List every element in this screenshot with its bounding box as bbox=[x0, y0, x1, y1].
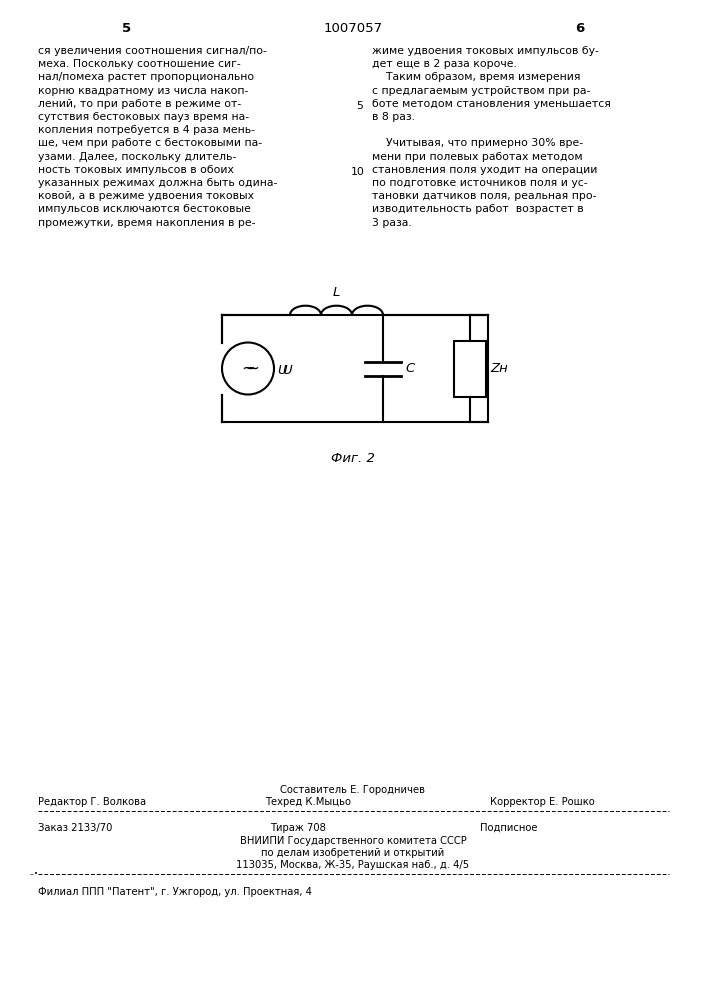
Text: ность токовых импульсов в обоих: ность токовых импульсов в обоих bbox=[38, 165, 234, 175]
Text: Техред К.Мыцьо: Техред К.Мыцьо bbox=[265, 797, 351, 807]
Text: жиме удвоения токовых импульсов бу-: жиме удвоения токовых импульсов бу- bbox=[372, 46, 599, 56]
Text: 10: 10 bbox=[351, 167, 365, 177]
Text: указанных режимах должна быть одина-: указанных режимах должна быть одина- bbox=[38, 178, 277, 188]
Text: Составитель Е. Городничев: Составитель Е. Городничев bbox=[281, 785, 426, 795]
Text: сутствия бестоковых пауз время на-: сутствия бестоковых пауз время на- bbox=[38, 112, 249, 122]
Text: ВНИИПИ Государственного комитета СССР: ВНИИПИ Государственного комитета СССР bbox=[240, 836, 467, 846]
Text: 3 раза.: 3 раза. bbox=[372, 218, 411, 228]
Text: Тираж 708: Тираж 708 bbox=[270, 823, 326, 833]
Text: Филиал ППП "Патент", г. Ужгород, ул. Проектная, 4: Филиал ППП "Патент", г. Ужгород, ул. Про… bbox=[38, 887, 312, 897]
Text: ~: ~ bbox=[241, 360, 255, 377]
Text: по делам изобретений и открытий: по делам изобретений и открытий bbox=[262, 848, 445, 858]
Text: U: U bbox=[282, 364, 292, 377]
Text: становления поля уходит на операции: становления поля уходит на операции bbox=[372, 165, 597, 175]
Text: 6: 6 bbox=[575, 22, 585, 35]
Text: корню квадратному из числа накоп-: корню квадратному из числа накоп- bbox=[38, 86, 248, 96]
Text: меха. Поскольку соотношение сиг-: меха. Поскольку соотношение сиг- bbox=[38, 59, 241, 69]
Text: L: L bbox=[333, 286, 340, 299]
Text: ше, чем при работе с бестоковыми па-: ше, чем при работе с бестоковыми па- bbox=[38, 138, 262, 148]
Bar bbox=[454, 340, 486, 396]
Text: по подготовке источников поля и ус-: по подготовке источников поля и ус- bbox=[372, 178, 588, 188]
Text: узами. Далее, поскольку длитель-: узами. Далее, поскольку длитель- bbox=[38, 152, 236, 162]
Text: --•: --• bbox=[30, 870, 39, 876]
Text: изводительность работ  возрастет в: изводительность работ возрастет в bbox=[372, 204, 583, 214]
Text: с предлагаемым устройством при ра-: с предлагаемым устройством при ра- bbox=[372, 86, 590, 96]
Text: в 8 раз.: в 8 раз. bbox=[372, 112, 415, 122]
Text: импульсов исключаются бестоковые: импульсов исключаются бестоковые bbox=[38, 204, 251, 214]
Text: тановки датчиков поля, реальная про-: тановки датчиков поля, реальная про- bbox=[372, 191, 597, 201]
Text: 1007057: 1007057 bbox=[323, 22, 382, 35]
Text: ~: ~ bbox=[245, 360, 259, 377]
Text: Корректор Е. Рошко: Корректор Е. Рошко bbox=[490, 797, 595, 807]
Text: ся увеличения соотношения сигнал/по-: ся увеличения соотношения сигнал/по- bbox=[38, 46, 267, 56]
Text: C: C bbox=[405, 362, 414, 375]
Text: дет еще в 2 раза короче.: дет еще в 2 раза короче. bbox=[372, 59, 517, 69]
Text: 5: 5 bbox=[122, 22, 132, 35]
Text: Фиг. 2: Фиг. 2 bbox=[331, 452, 375, 465]
Text: промежутки, время накопления в ре-: промежутки, время накопления в ре- bbox=[38, 218, 255, 228]
Text: копления потребуется в 4 раза мень-: копления потребуется в 4 раза мень- bbox=[38, 125, 255, 135]
Text: 5: 5 bbox=[356, 101, 363, 111]
Text: Учитывая, что примерно 30% вре-: Учитывая, что примерно 30% вре- bbox=[372, 138, 583, 148]
Text: 113035, Москва, Ж-35, Раушская наб., д. 4/5: 113035, Москва, Ж-35, Раушская наб., д. … bbox=[236, 860, 469, 870]
Text: Таким образом, время измерения: Таким образом, время измерения bbox=[372, 72, 580, 82]
Text: U: U bbox=[277, 364, 287, 377]
Text: нал/помеха растет пропорционально: нал/помеха растет пропорционально bbox=[38, 72, 254, 82]
Text: Заказ 2133/70: Заказ 2133/70 bbox=[38, 823, 112, 833]
Text: мени при полевых работах методом: мени при полевых работах методом bbox=[372, 152, 583, 162]
Text: лений, то при работе в режиме от-: лений, то при работе в режиме от- bbox=[38, 99, 241, 109]
Text: Редактор Г. Волкова: Редактор Г. Волкова bbox=[38, 797, 146, 807]
Text: боте методом становления уменьшается: боте методом становления уменьшается bbox=[372, 99, 611, 109]
Text: Подписное: Подписное bbox=[480, 823, 537, 833]
Text: Zн: Zн bbox=[490, 362, 508, 375]
Text: ковой, а в режиме удвоения токовых: ковой, а в режиме удвоения токовых bbox=[38, 191, 254, 201]
